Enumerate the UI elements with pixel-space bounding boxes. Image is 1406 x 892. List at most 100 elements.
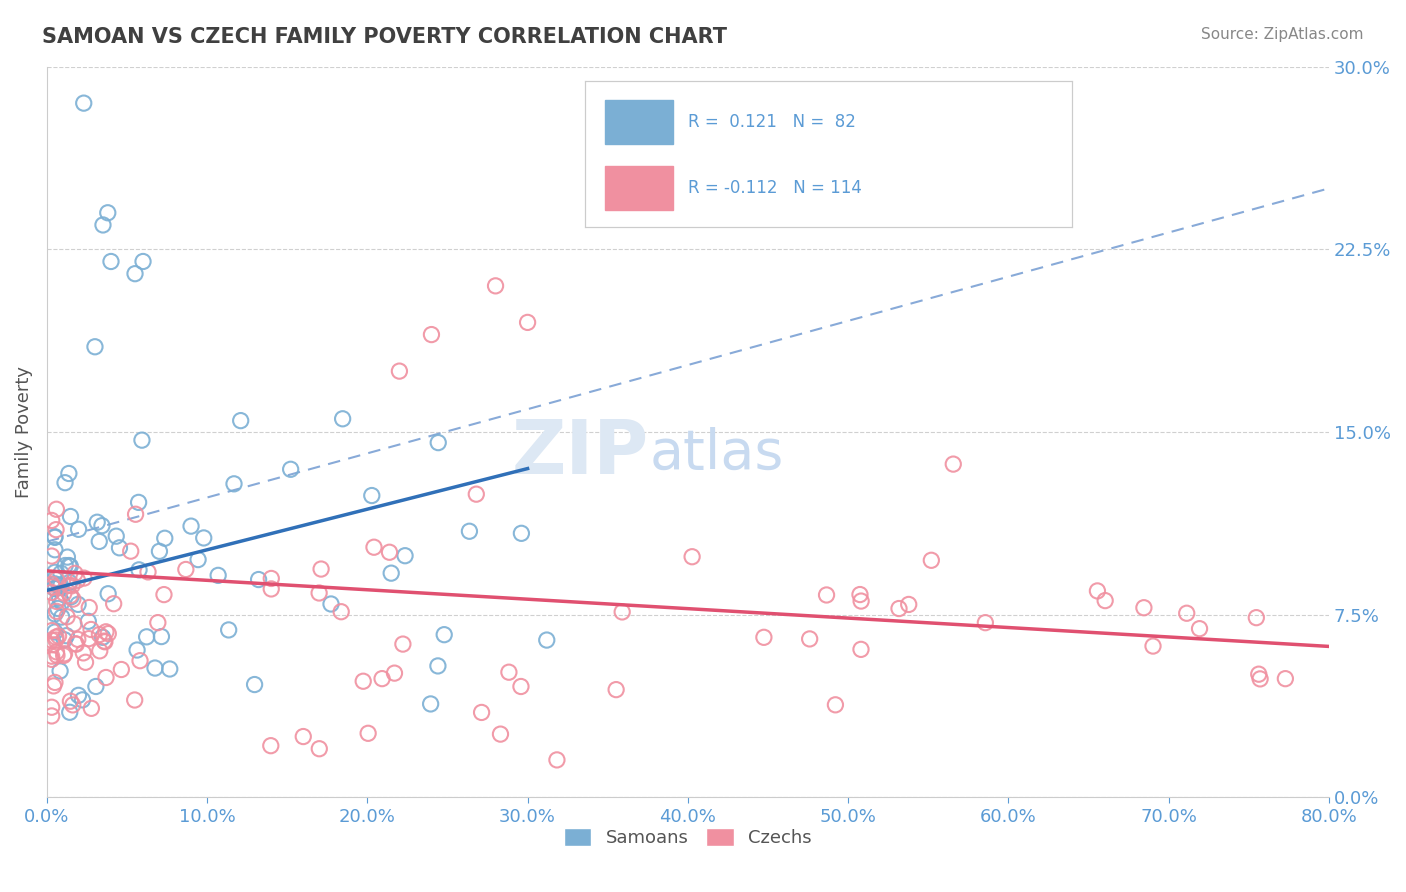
Point (103, 597, 125, 611)
Point (143, 661, 166, 675)
Point (243, 677, 266, 691)
Point (180, 519, 202, 533)
Point (498, 665, 520, 680)
Point (159, 662, 181, 676)
Point (612, 605, 634, 619)
Point (380, 566, 402, 581)
Point (371, 672, 394, 686)
Point (62, 698, 84, 712)
Point (62, 592, 84, 607)
Point (94, 634, 117, 648)
Point (41, 549, 63, 563)
Point (46, 648, 69, 663)
Point (53, 632, 76, 647)
Point (80, 701, 103, 715)
Point (260, 571, 283, 585)
Point (384, 666, 406, 681)
Point (1087, 583, 1109, 598)
Text: ZIP: ZIP (512, 417, 650, 491)
Point (73, 96, 96, 111)
Point (260, 582, 283, 596)
Point (148, 544, 170, 558)
Point (849, 588, 872, 602)
Point (110, 663, 132, 677)
Point (125, 643, 148, 657)
Point (146, 615, 169, 630)
Point (59, 694, 82, 708)
Point (44, 566, 66, 580)
Point (849, 642, 872, 657)
Point (516, 315, 538, 329)
Text: SAMOAN VS CZECH FAMILY POVERTY CORRELATION CHART: SAMOAN VS CZECH FAMILY POVERTY CORRELATI… (42, 27, 727, 46)
Point (66, 574, 89, 588)
Point (849, 594, 872, 608)
Point (174, 562, 197, 576)
Point (942, 457, 965, 471)
Point (75, 655, 97, 669)
Point (920, 553, 942, 567)
Point (510, 526, 533, 541)
Point (247, 573, 270, 587)
Point (65, 637, 87, 651)
Point (45, 594, 67, 608)
Point (65, 637, 87, 651)
Point (388, 364, 411, 378)
Point (153, 588, 176, 602)
Point (46, 601, 69, 615)
Point (280, 462, 302, 476)
Point (60, 579, 83, 593)
Point (150, 630, 173, 644)
Point (319, 597, 342, 611)
Point (72, 646, 94, 660)
Point (63, 566, 86, 581)
Point (132, 254, 155, 268)
Point (91, 518, 114, 533)
Point (108, 541, 131, 555)
Point (91, 630, 114, 644)
Point (41, 633, 63, 648)
Point (86, 515, 108, 529)
Point (41, 624, 63, 638)
Point (605, 682, 627, 697)
Point (120, 544, 142, 558)
Point (42, 679, 65, 693)
Point (53, 558, 76, 573)
Point (73, 571, 96, 585)
Point (897, 598, 920, 612)
Point (67, 689, 90, 703)
Point (41, 638, 63, 652)
Point (56, 550, 79, 565)
Point (1246, 610, 1268, 624)
Point (392, 637, 415, 651)
Point (1188, 622, 1211, 636)
Point (1142, 639, 1164, 653)
Point (681, 549, 703, 564)
Point (52, 586, 75, 600)
Point (97, 626, 120, 640)
Point (58, 467, 80, 481)
Point (44, 577, 66, 591)
Point (187, 552, 209, 566)
Point (44, 582, 66, 596)
Point (44, 530, 66, 544)
Point (84, 680, 107, 694)
Point (66, 632, 89, 647)
Point (59, 559, 82, 574)
Point (218, 623, 240, 637)
Point (56, 609, 79, 624)
Point (55, 629, 77, 643)
Point (330, 605, 353, 619)
Point (222, 476, 245, 491)
Point (94, 671, 117, 685)
Point (1094, 593, 1116, 607)
Point (45, 502, 67, 516)
Point (97, 587, 120, 601)
Point (1274, 672, 1296, 686)
Legend: Samoans, Czechs: Samoans, Czechs (557, 821, 818, 855)
Point (458, 524, 481, 539)
Point (49, 579, 72, 593)
Point (67, 522, 90, 536)
Point (799, 632, 821, 646)
Point (41, 580, 63, 594)
Point (128, 495, 150, 509)
